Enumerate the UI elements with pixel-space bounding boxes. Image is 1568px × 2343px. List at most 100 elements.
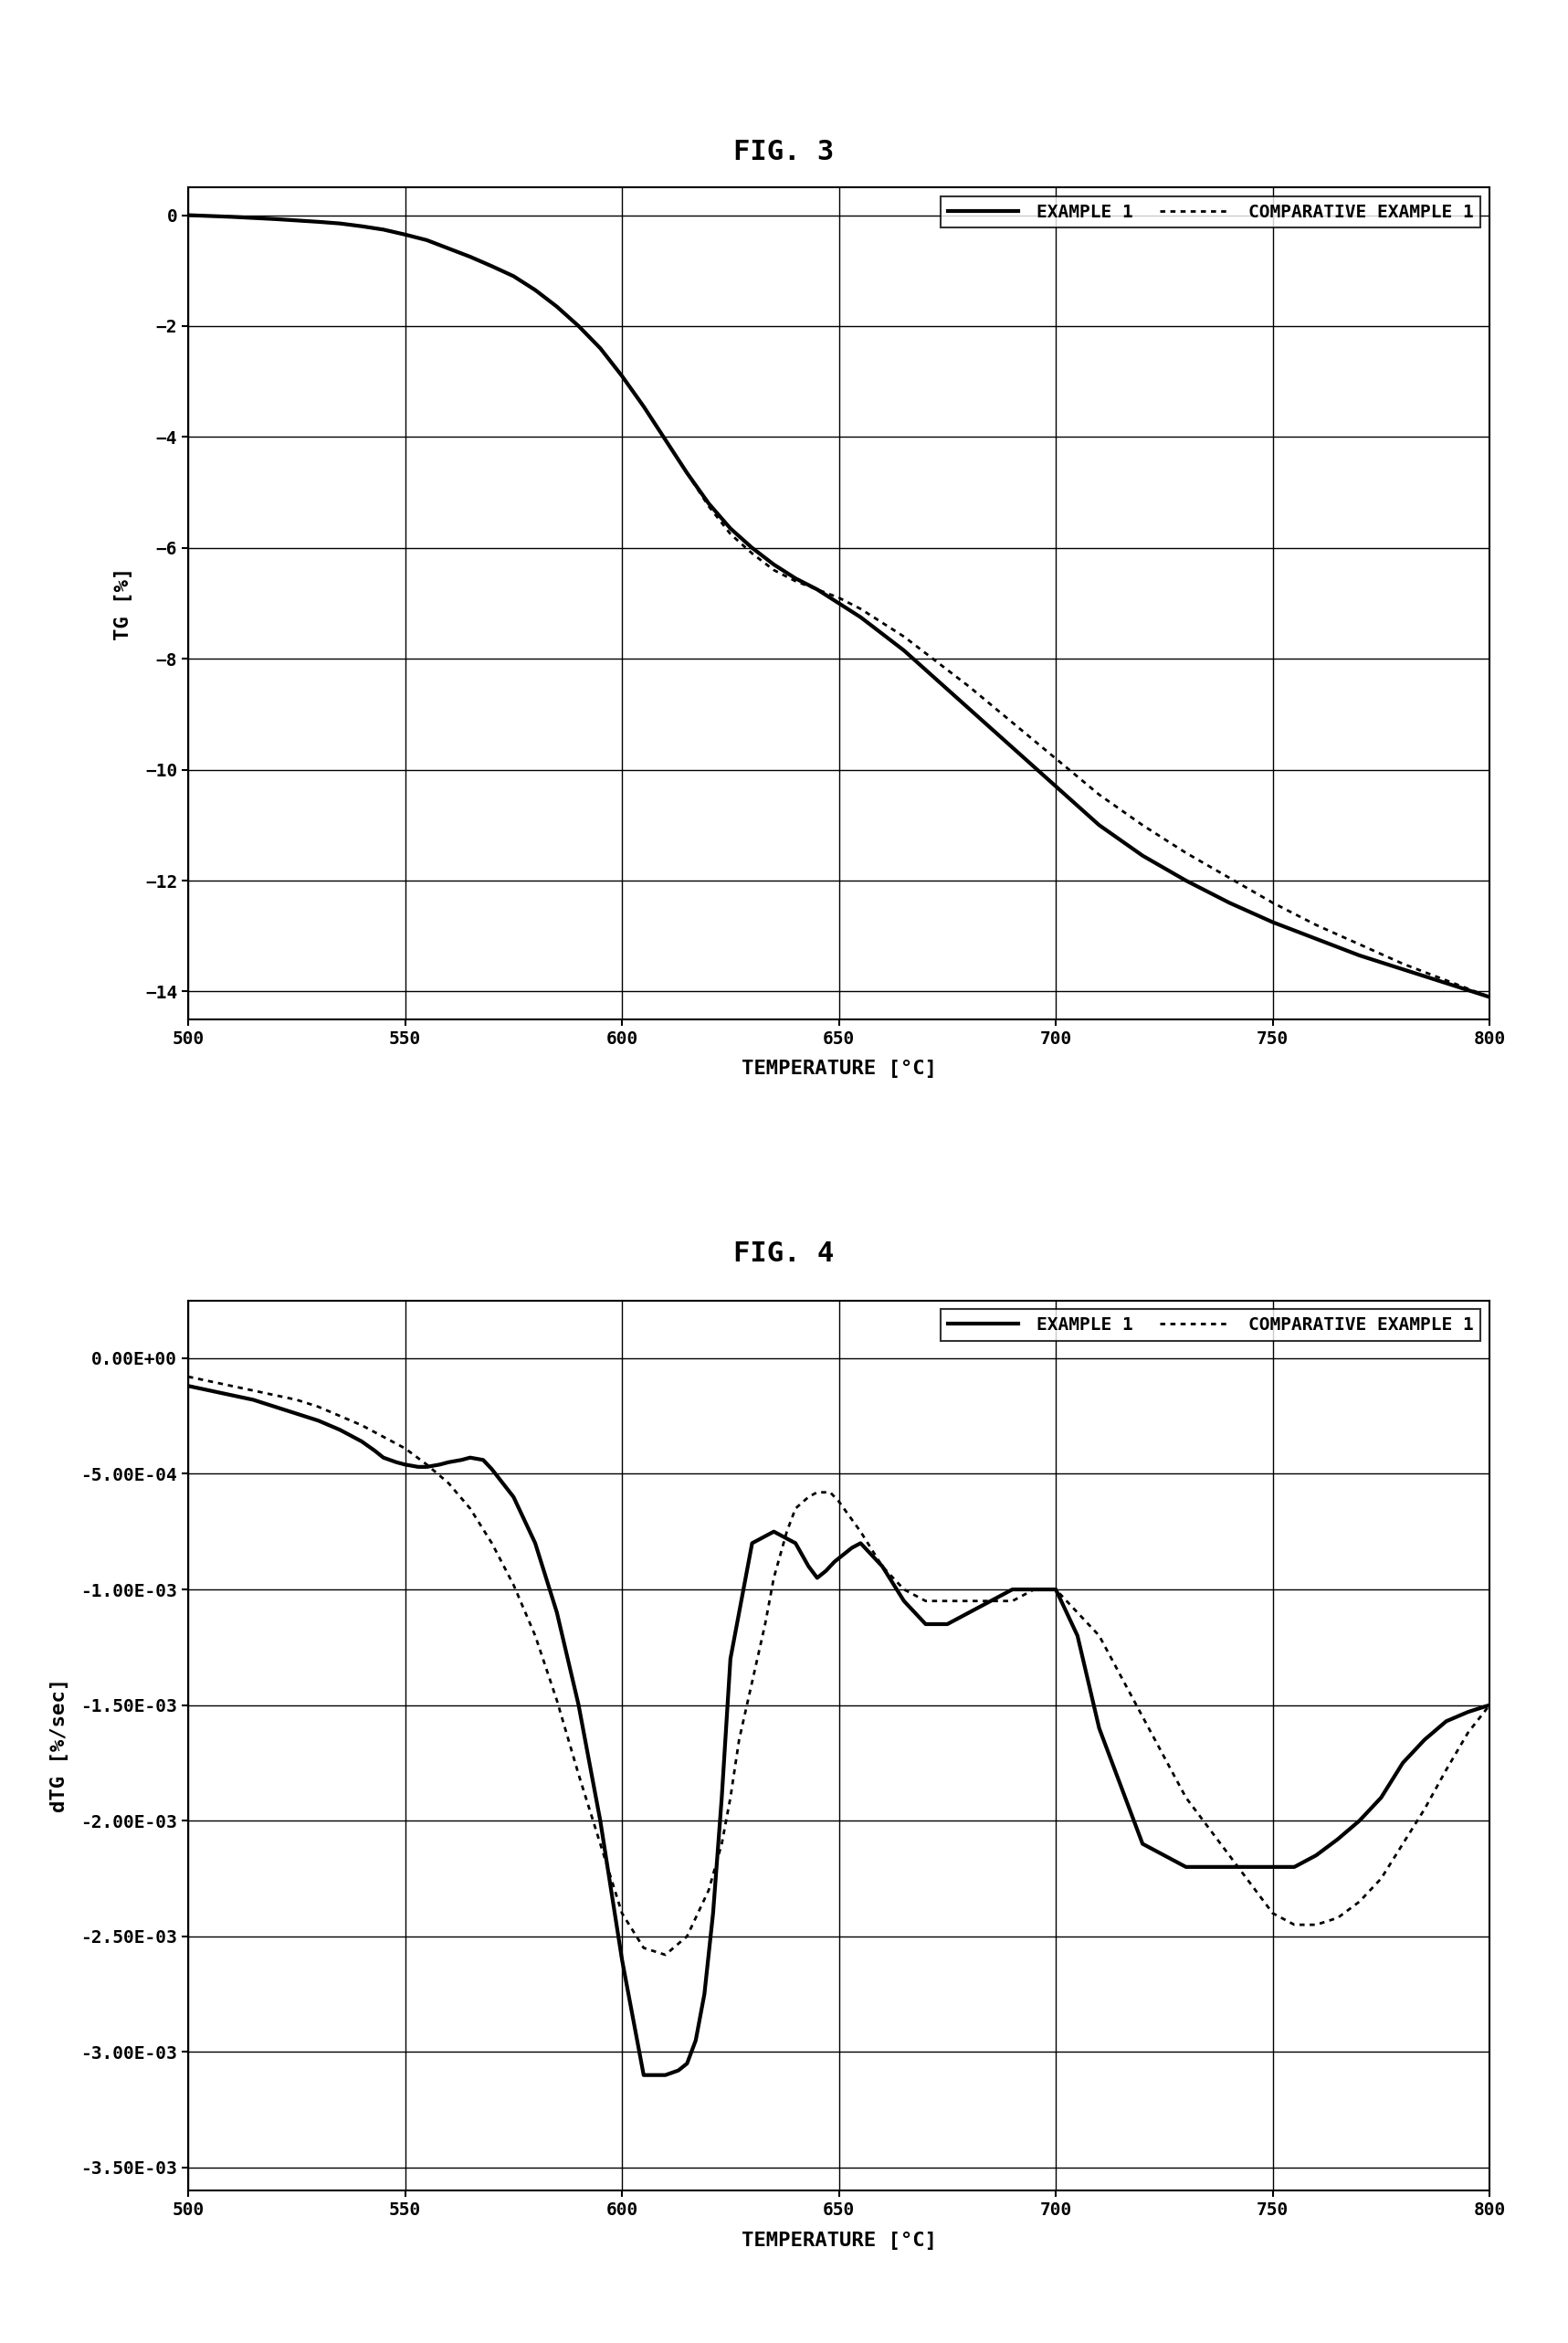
EXAMPLE 1	[331, 209, 350, 237]
COMPARATIVE EXAMPLE 1	[1306, 911, 1325, 940]
EXAMPLE 1	[525, 276, 544, 305]
COMPARATIVE EXAMPLE 1	[873, 1553, 892, 1582]
EXAMPLE 1	[699, 490, 718, 518]
COMPARATIVE EXAMPLE 1	[1046, 745, 1065, 773]
COMPARATIVE EXAMPLE 1	[1090, 780, 1109, 808]
COMPARATIVE EXAMPLE 1	[373, 216, 392, 244]
Line: COMPARATIVE EXAMPLE 1: COMPARATIVE EXAMPLE 1	[188, 216, 1490, 998]
COMPARATIVE EXAMPLE 1	[721, 520, 740, 548]
COMPARATIVE EXAMPLE 1	[1134, 811, 1152, 839]
COMPARATIVE EXAMPLE 1	[503, 262, 522, 291]
EXAMPLE 1	[817, 1556, 836, 1584]
EXAMPLE 1	[373, 216, 392, 244]
EXAMPLE 1	[483, 253, 502, 281]
COMPARATIVE EXAMPLE 1	[633, 391, 652, 419]
COMPARATIVE EXAMPLE 1	[1176, 839, 1195, 867]
COMPARATIVE EXAMPLE 1	[743, 539, 762, 567]
COMPARATIVE EXAMPLE 1	[873, 609, 892, 637]
COMPARATIVE EXAMPLE 1	[525, 1621, 544, 1649]
EXAMPLE 1	[1480, 1692, 1499, 1720]
COMPARATIVE EXAMPLE 1	[1328, 1905, 1347, 1933]
COMPARATIVE EXAMPLE 1	[916, 640, 935, 668]
EXAMPLE 1	[916, 656, 935, 684]
COMPARATIVE EXAMPLE 1	[1004, 708, 1022, 736]
COMPARATIVE EXAMPLE 1	[1264, 888, 1283, 916]
EXAMPLE 1	[1306, 925, 1325, 954]
COMPARATIVE EXAMPLE 1	[179, 1364, 198, 1392]
EXAMPLE 1	[223, 204, 241, 232]
EXAMPLE 1	[655, 426, 674, 455]
EXAMPLE 1	[721, 515, 740, 544]
EXAMPLE 1	[1264, 909, 1283, 937]
COMPARATIVE EXAMPLE 1	[613, 361, 632, 389]
COMPARATIVE EXAMPLE 1	[417, 225, 436, 253]
EXAMPLE 1	[873, 621, 892, 649]
EXAMPLE 1	[1134, 841, 1152, 869]
EXAMPLE 1	[547, 293, 566, 321]
EXAMPLE 1	[873, 1553, 892, 1582]
EXAMPLE 1	[395, 220, 414, 248]
Legend: EXAMPLE 1, COMPARATIVE EXAMPLE 1: EXAMPLE 1, COMPARATIVE EXAMPLE 1	[941, 1310, 1480, 1340]
Line: COMPARATIVE EXAMPLE 1: COMPARATIVE EXAMPLE 1	[188, 1378, 1490, 1954]
EXAMPLE 1	[677, 459, 696, 487]
COMPARATIVE EXAMPLE 1	[1480, 984, 1499, 1012]
EXAMPLE 1	[1046, 773, 1065, 801]
EXAMPLE 1	[353, 213, 372, 241]
COMPARATIVE EXAMPLE 1	[525, 276, 544, 305]
EXAMPLE 1	[1436, 970, 1455, 998]
COMPARATIVE EXAMPLE 1	[829, 583, 848, 612]
COMPARATIVE EXAMPLE 1	[353, 213, 372, 241]
COMPARATIVE EXAMPLE 1	[1220, 865, 1239, 893]
COMPARATIVE EXAMPLE 1	[778, 1518, 797, 1546]
COMPARATIVE EXAMPLE 1	[569, 312, 588, 340]
COMPARATIVE EXAMPLE 1	[223, 204, 241, 232]
EXAMPLE 1	[461, 244, 480, 272]
EXAMPLE 1	[179, 1373, 198, 1401]
COMPARATIVE EXAMPLE 1	[439, 1469, 458, 1497]
COMPARATIVE EXAMPLE 1	[960, 672, 978, 701]
EXAMPLE 1	[452, 1446, 470, 1474]
EXAMPLE 1	[569, 1692, 588, 1720]
EXAMPLE 1	[1480, 984, 1499, 1012]
Text: FIG. 4: FIG. 4	[734, 1239, 834, 1268]
COMPARATIVE EXAMPLE 1	[461, 244, 480, 272]
COMPARATIVE EXAMPLE 1	[483, 253, 502, 281]
COMPARATIVE EXAMPLE 1	[808, 576, 826, 604]
COMPARATIVE EXAMPLE 1	[677, 459, 696, 487]
EXAMPLE 1	[851, 602, 870, 630]
EXAMPLE 1	[938, 1610, 956, 1638]
EXAMPLE 1	[179, 201, 198, 230]
EXAMPLE 1	[417, 225, 436, 253]
COMPARATIVE EXAMPLE 1	[439, 234, 458, 262]
EXAMPLE 1	[569, 312, 588, 340]
EXAMPLE 1	[309, 209, 328, 237]
Line: EXAMPLE 1: EXAMPLE 1	[188, 216, 1490, 998]
EXAMPLE 1	[265, 204, 284, 232]
COMPARATIVE EXAMPLE 1	[591, 335, 610, 363]
X-axis label: TEMPERATURE [°C]: TEMPERATURE [°C]	[742, 1059, 936, 1078]
EXAMPLE 1	[633, 391, 652, 419]
EXAMPLE 1	[613, 361, 632, 389]
EXAMPLE 1	[1394, 956, 1413, 984]
Text: FIG. 3: FIG. 3	[734, 138, 834, 166]
COMPARATIVE EXAMPLE 1	[764, 555, 782, 583]
EXAMPLE 1	[439, 234, 458, 262]
COMPARATIVE EXAMPLE 1	[1350, 930, 1369, 958]
COMPARATIVE EXAMPLE 1	[265, 204, 284, 232]
EXAMPLE 1	[503, 262, 522, 291]
COMPARATIVE EXAMPLE 1	[655, 426, 674, 455]
Legend: EXAMPLE 1, COMPARATIVE EXAMPLE 1: EXAMPLE 1, COMPARATIVE EXAMPLE 1	[941, 197, 1480, 227]
EXAMPLE 1	[591, 335, 610, 363]
EXAMPLE 1	[1090, 811, 1109, 839]
EXAMPLE 1	[786, 565, 804, 593]
EXAMPLE 1	[764, 551, 782, 579]
COMPARATIVE EXAMPLE 1	[179, 201, 198, 230]
X-axis label: TEMPERATURE [°C]: TEMPERATURE [°C]	[742, 2231, 936, 2249]
COMPARATIVE EXAMPLE 1	[547, 293, 566, 321]
COMPARATIVE EXAMPLE 1	[851, 595, 870, 623]
EXAMPLE 1	[960, 694, 978, 722]
COMPARATIVE EXAMPLE 1	[699, 492, 718, 520]
COMPARATIVE EXAMPLE 1	[786, 567, 804, 595]
COMPARATIVE EXAMPLE 1	[1436, 965, 1455, 993]
COMPARATIVE EXAMPLE 1	[655, 1940, 674, 1968]
